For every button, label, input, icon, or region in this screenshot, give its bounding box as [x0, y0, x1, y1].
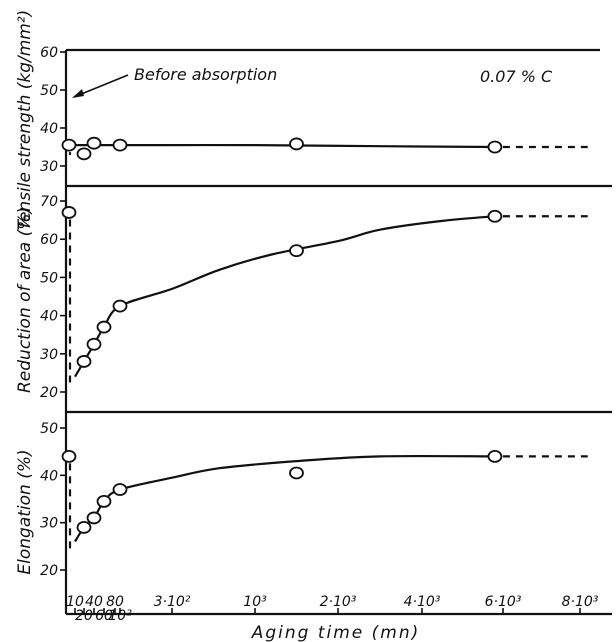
x-tick-label: 40 [85, 594, 103, 610]
reduction-y-tick-label: 70 [40, 194, 58, 210]
before-absorption-arrowhead [72, 89, 84, 98]
reduction-fitted-curve [74, 215, 495, 378]
elongation-data-point [96, 494, 112, 508]
tensile-data-point [86, 136, 102, 150]
x-tick-label: 10³ [243, 594, 267, 610]
tensile-data-point [61, 138, 77, 152]
tensile-y-tick-label: 40 [40, 121, 58, 137]
tensile-y-tick-label: 50 [40, 83, 58, 99]
reduction-y-tick-label: 30 [40, 347, 58, 363]
elongation-y-tick-label: 40 [40, 468, 58, 484]
elongation-data-point [112, 483, 128, 496]
elongation-data-point [76, 521, 92, 534]
reduction-data-point [76, 355, 92, 368]
x-tick-label: 10 [66, 594, 84, 610]
x-axis-label: Aging time (mn) [251, 623, 421, 642]
x-tick-label: 4·10³ [404, 594, 441, 610]
elongation-data-point [289, 466, 304, 480]
reduction-y-tick-label: 20 [40, 385, 58, 401]
x-tick-label: 10² [108, 608, 132, 624]
reduction-data-point [61, 206, 77, 219]
tensile-y-tick-label: 30 [40, 159, 58, 175]
reduction-data-point [96, 320, 112, 334]
tensile-data-point [487, 140, 503, 154]
x-tick-label: 60 [95, 608, 113, 624]
tensile-y-axis-label: Tensile strength (kg/mm²) [15, 10, 35, 231]
reduction-y-tick-label: 40 [40, 309, 58, 325]
reduction-data-point [112, 299, 128, 313]
x-tick-label: 6·10³ [485, 594, 522, 610]
tensile-data-point [112, 138, 128, 152]
elongation-y-tick-label: 20 [40, 563, 58, 579]
x-tick-label: 80 [106, 594, 124, 610]
elongation-data-point [487, 449, 503, 463]
tensile-data-point [76, 147, 92, 161]
elongation-y-axis-label: Elongation (%) [15, 449, 35, 574]
reduction-data-point [289, 244, 304, 258]
elongation-fitted-curve [74, 454, 495, 543]
tensile-data-point [289, 137, 304, 151]
elongation-data-point [86, 511, 102, 525]
reduction-y-tick-label: 50 [40, 270, 58, 286]
elongation-y-tick-label: 30 [40, 516, 58, 532]
reduction-data-point [487, 209, 503, 223]
x-tick-label: 2·10³ [320, 594, 357, 610]
x-tick-label: 3·10² [154, 594, 191, 610]
elongation-y-tick-label: 50 [40, 421, 58, 437]
reduction-y-tick-label: 60 [40, 232, 58, 248]
reduction-y-axis-label: Reduction of area (%) [15, 207, 35, 393]
carbon-content-label: 0.07 % C [480, 67, 553, 86]
elongation-data-point [61, 449, 77, 463]
tensile-fitted-curve [74, 143, 495, 149]
x-tick-label: 20 [75, 608, 93, 624]
before-absorption-label: Before absorption [134, 65, 277, 84]
tensile-y-tick-label: 60 [40, 45, 58, 61]
reduction-data-point [86, 337, 102, 351]
x-tick-label: 8·10³ [562, 594, 599, 610]
